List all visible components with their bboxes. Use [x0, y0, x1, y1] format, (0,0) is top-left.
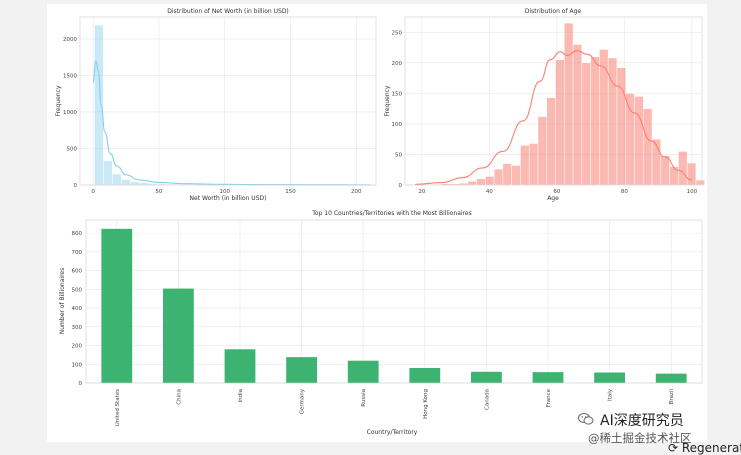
- age-xlabel: Age: [547, 195, 559, 202]
- regenerate-label: Regenerat: [682, 441, 741, 455]
- networth-title: Distribution of Net Worth (in billion US…: [167, 8, 289, 15]
- countries-xtick-label: Germany: [300, 388, 306, 414]
- age-ytick-label: 0: [399, 183, 403, 189]
- networth-ytick-label: 500: [67, 146, 78, 152]
- bar-brazil: [656, 374, 687, 383]
- age-histogram-bar: [494, 169, 503, 185]
- age-histogram-bar: [635, 96, 644, 185]
- age-ytick-label: 200: [392, 61, 403, 67]
- countries-xtick-label: Russia: [361, 389, 367, 407]
- countries-xtick-label: Italy: [608, 388, 614, 401]
- regenerate-icon: ⟳: [668, 441, 682, 455]
- age-histogram-bar: [468, 181, 477, 185]
- networth-xtick-label: 50: [155, 189, 162, 195]
- countries-xtick-label: France: [546, 388, 552, 407]
- networth-ytick-label: 1500: [63, 73, 77, 79]
- age-ytick-label: 50: [395, 152, 402, 158]
- countries-xtick-label: India: [238, 389, 244, 403]
- age-histogram-bar: [512, 165, 521, 185]
- bar-germany: [286, 357, 317, 383]
- bar-italy: [594, 373, 625, 383]
- age-histogram-bar: [547, 98, 556, 185]
- networth-histogram-bar: [121, 180, 130, 185]
- age-histogram-bar: [582, 63, 591, 185]
- age-histogram-bar: [477, 179, 486, 185]
- networth-ytick-label: 1000: [63, 110, 77, 116]
- age-histogram-bar: [599, 49, 608, 185]
- countries-ytick-label: 700: [72, 250, 83, 256]
- countries-ytick-label: 500: [72, 287, 83, 293]
- countries-ytick-label: 0: [79, 381, 83, 387]
- age-histogram-bar: [520, 145, 529, 185]
- age-xtick-label: 100: [687, 189, 698, 195]
- networth-ytick-label: 0: [74, 183, 78, 189]
- networth-ylabel: Frequency: [55, 85, 62, 116]
- age-xtick-label: 80: [621, 189, 628, 195]
- bar-france: [533, 372, 564, 383]
- networth-histogram-bar: [112, 174, 121, 185]
- age-histogram-bar: [617, 68, 626, 185]
- countries-ytick-label: 600: [72, 269, 83, 275]
- countries-title: Top 10 Countries/Territories with the Mo…: [311, 210, 471, 217]
- networth-xtick-label: 200: [351, 189, 362, 195]
- networth-histogram-bar: [103, 161, 112, 185]
- age-histogram-bar: [591, 57, 600, 185]
- countries-ytick-label: 300: [72, 325, 83, 331]
- networth-histogram-bar: [139, 183, 148, 185]
- age-histogram-bar: [485, 176, 494, 185]
- bar-russia: [348, 361, 379, 383]
- bar-china: [163, 289, 194, 383]
- bar-united-states: [101, 229, 132, 383]
- networth-histogram-bar: [94, 25, 103, 185]
- age-histogram-bar: [696, 180, 705, 185]
- age-ytick-label: 150: [392, 91, 403, 97]
- age-ytick-label: 250: [392, 30, 403, 36]
- networth-xlabel: Net Worth (in billion USD): [190, 195, 267, 202]
- countries-xtick-label: Canada: [484, 389, 490, 410]
- countries-ytick-label: 800: [72, 231, 83, 237]
- networth-ytick-label: 2000: [63, 37, 77, 43]
- age-histogram-bar: [661, 156, 670, 185]
- countries-xtick-label: China: [176, 389, 182, 405]
- countries-ytick-label: 400: [72, 306, 83, 312]
- countries-ytick-label: 100: [72, 362, 83, 368]
- countries-xtick-label: Brazil: [669, 389, 675, 405]
- age-histogram-bar: [626, 93, 635, 185]
- countries-ylabel: Number of Billionaires: [59, 268, 66, 334]
- age-histogram-bar: [687, 163, 696, 185]
- countries-xtick-label: Hong Kong: [423, 389, 429, 419]
- networth-histogram-bar: [130, 182, 139, 185]
- age-histogram-bar: [503, 164, 512, 185]
- networth-xtick-label: 150: [285, 189, 296, 195]
- networth-plot-area: [80, 17, 376, 185]
- age-histogram-bar: [529, 143, 538, 185]
- watermark-name: AI深度研究员: [600, 410, 684, 430]
- regenerate-button[interactable]: ⟳ Regenerat: [668, 441, 741, 455]
- age-histogram-bar: [670, 167, 679, 185]
- age-title: Distribution of Age: [525, 8, 582, 15]
- age-histogram-bar: [556, 60, 565, 185]
- networth-xtick-label: 0: [91, 189, 95, 195]
- age-ylabel: Frequency: [384, 85, 391, 116]
- countries-bar-chart: 0 100 200 300 400 500 600 700 800 United States Ch…: [59, 210, 702, 436]
- age-histogram-bar: [538, 117, 547, 185]
- countries-xlabel: Country/Territory: [367, 429, 418, 436]
- bar-india: [225, 349, 256, 383]
- age-histogram-bar: [573, 44, 582, 185]
- age-histogram-bar: [643, 109, 652, 185]
- age-xtick-label: 20: [418, 189, 425, 195]
- age-xtick-label: 40: [486, 189, 493, 195]
- bar-canada: [471, 372, 502, 383]
- age-ytick-label: 100: [392, 122, 403, 128]
- bar-hong-kong: [409, 368, 440, 383]
- age-histogram-bar: [564, 23, 573, 185]
- wechat-icon: [578, 412, 594, 426]
- countries-ytick-label: 200: [72, 344, 83, 350]
- countries-xtick-label: United States: [115, 389, 121, 426]
- age-histogram-bar: [678, 151, 687, 185]
